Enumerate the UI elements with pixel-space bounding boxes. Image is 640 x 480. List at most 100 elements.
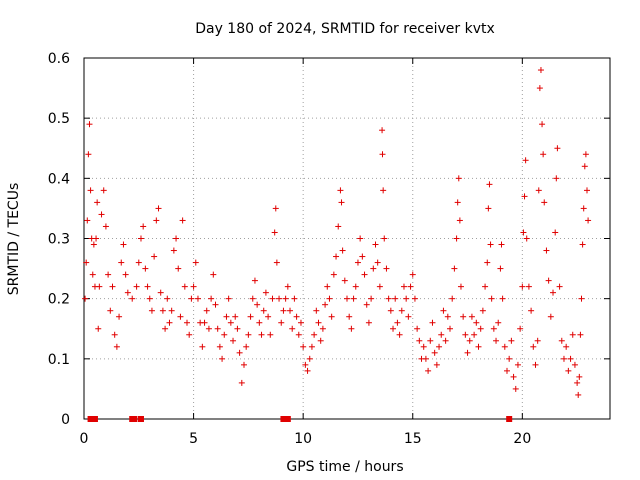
data-point (405, 313, 412, 320)
data-point (144, 283, 151, 290)
data-point (407, 283, 414, 290)
data-point (535, 187, 542, 194)
data-point (357, 235, 364, 242)
data-point (245, 331, 252, 338)
data-point (514, 361, 521, 368)
data-point (192, 259, 199, 266)
data-point (319, 325, 326, 332)
gap-marker (131, 416, 138, 422)
data-point (577, 331, 584, 338)
data-point (236, 349, 243, 356)
data-point (190, 283, 197, 290)
data-point (199, 343, 206, 350)
data-point (148, 307, 155, 314)
data-point (427, 337, 434, 344)
data-point (350, 295, 357, 302)
data-point (188, 295, 195, 302)
data-point (96, 283, 103, 290)
data-point (322, 301, 329, 308)
data-point (175, 265, 182, 272)
data-point (256, 319, 263, 326)
data-point (565, 367, 572, 374)
data-point (541, 199, 548, 206)
data-point (137, 235, 144, 242)
data-point (86, 121, 93, 128)
data-point (457, 283, 464, 290)
data-point (534, 337, 541, 344)
gap-marker (506, 416, 513, 422)
data-point (495, 319, 502, 326)
data-point (278, 319, 285, 326)
data-point (105, 271, 112, 278)
data-point (238, 379, 245, 386)
data-point (186, 331, 193, 338)
data-point (82, 295, 89, 302)
data-point (142, 265, 149, 272)
data-point (485, 205, 492, 212)
data-point (567, 355, 574, 362)
data-point (240, 361, 247, 368)
data-point (216, 343, 223, 350)
data-point (107, 307, 114, 314)
data-point (348, 325, 355, 332)
data-point (525, 283, 532, 290)
data-point (359, 253, 366, 260)
data-point (521, 193, 528, 200)
data-point (545, 277, 552, 284)
data-point (258, 331, 265, 338)
data-point (374, 259, 381, 266)
data-point (247, 313, 254, 320)
data-point (146, 295, 153, 302)
data-point (554, 145, 561, 152)
gap-marker (91, 416, 98, 422)
data-point (477, 325, 484, 332)
tick-layer: 0 0.1 0.2 0.3 0.4 0.5 0.6 0 5 10 15 20 (48, 51, 610, 447)
data-point (484, 259, 491, 266)
data-point (219, 355, 226, 362)
data-point (118, 259, 125, 266)
data-point (251, 277, 258, 284)
data-point (536, 85, 543, 92)
data-point (155, 205, 162, 212)
data-point (262, 289, 269, 296)
data-point (284, 283, 291, 290)
data-point (177, 313, 184, 320)
data-point (422, 355, 429, 362)
data-point (84, 217, 91, 224)
data-point (98, 211, 105, 218)
gap-marker (284, 416, 291, 422)
data-point (315, 319, 322, 326)
data-point (552, 229, 559, 236)
gap-marker (137, 416, 144, 422)
data-point (390, 325, 397, 332)
data-point (83, 259, 90, 266)
data-point (368, 295, 375, 302)
data-point (317, 337, 324, 344)
data-point (486, 181, 493, 188)
data-point (383, 265, 390, 272)
data-point (363, 301, 370, 308)
data-point (201, 319, 208, 326)
data-point (425, 367, 432, 374)
data-point (269, 295, 276, 302)
data-point (519, 283, 526, 290)
plot-frame (83, 57, 611, 420)
data-point (212, 301, 219, 308)
data-point (394, 319, 401, 326)
data-point (460, 313, 467, 320)
data-point (225, 295, 232, 302)
data-point (227, 319, 234, 326)
data-point (361, 271, 368, 278)
data-point (537, 67, 544, 74)
x-tick-label: 0 (80, 431, 89, 447)
data-point (501, 343, 508, 350)
data-point (581, 163, 588, 170)
data-point (260, 307, 267, 314)
data-point (179, 217, 186, 224)
data-point (420, 343, 427, 350)
data-point (409, 271, 416, 278)
x-tick-label: 20 (513, 431, 531, 447)
data-point (221, 331, 228, 338)
data-point (302, 361, 309, 368)
